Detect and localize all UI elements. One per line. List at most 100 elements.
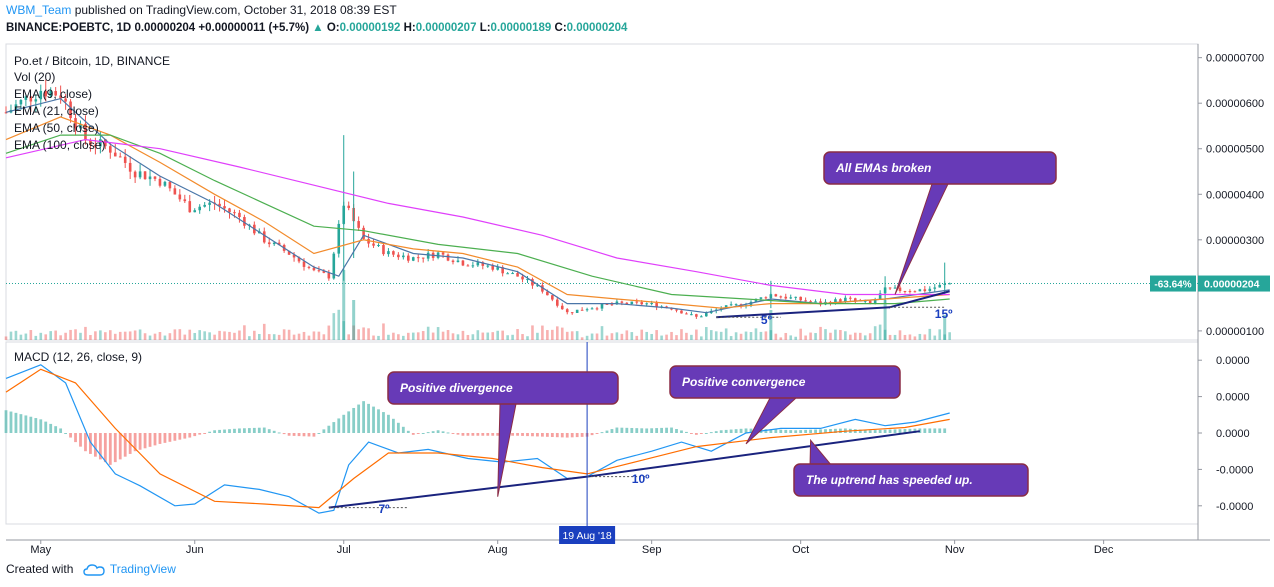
volume-bar (426, 326, 430, 340)
macd-histogram-bar (868, 430, 872, 433)
macd-histogram-bar (819, 429, 822, 433)
volume-bar (24, 333, 28, 340)
volume-bar (89, 335, 92, 340)
candle-body (312, 267, 316, 271)
candle-body (819, 301, 822, 305)
candle-body (461, 260, 465, 266)
candle-body (521, 276, 524, 280)
candle-body (516, 273, 519, 277)
volume-bar (814, 333, 817, 340)
candle-body (416, 257, 420, 259)
macd-histogram-bar (387, 414, 390, 433)
macd-histogram-bar (908, 428, 912, 433)
macd-histogram-bar (625, 427, 629, 433)
macd-histogram-bar (764, 429, 768, 433)
macd-histogram-bar (829, 428, 832, 433)
candle-body (873, 299, 877, 304)
candle-body (898, 287, 902, 291)
macd-histogram-bar (918, 428, 922, 433)
candle-body (223, 206, 226, 209)
volume-bar (600, 326, 604, 340)
volume-bar (585, 335, 589, 340)
volume-bar (69, 329, 72, 340)
callout-convergence: Positive convergence (669, 365, 901, 445)
candle-body (918, 289, 922, 292)
macd-histogram-bar (769, 429, 773, 433)
chart-canvas[interactable]: 0.00000700 0.00000600 0.00000500 0.00000400… (0, 0, 1274, 560)
macd-histogram-bar (630, 427, 634, 433)
volume-bar (898, 330, 902, 340)
macd-histogram-bar (655, 428, 659, 433)
volume-bar (903, 334, 907, 340)
candle-body (228, 208, 231, 213)
volume-bar (794, 336, 797, 340)
open-value: 0.00000192 (339, 22, 401, 34)
volume-bar (362, 327, 365, 340)
candle-body (854, 298, 857, 301)
macd-histogram-bar (238, 428, 241, 433)
volume-bar (928, 328, 932, 340)
macd-histogram-bar (620, 427, 624, 433)
macd-histogram-bar (357, 404, 361, 433)
candle-body (69, 101, 72, 119)
macd-histogram-bar (943, 428, 947, 433)
candle-body (188, 201, 192, 213)
tradingview-brand-link[interactable]: TradingView (109, 562, 176, 576)
candle-body (759, 297, 763, 299)
volume-bar (297, 333, 301, 340)
time-tick-label: Sep (642, 544, 662, 556)
macd-histogram-bar (228, 429, 231, 433)
macd-histogram-bar (446, 432, 450, 434)
macd-histogram-bar (461, 433, 465, 436)
macd-histogram-bar (858, 429, 862, 433)
volume-bar (506, 335, 509, 340)
volume-bar (128, 331, 132, 340)
macd-histogram-bar (377, 409, 380, 433)
candle-body (590, 308, 594, 310)
candle-body (44, 90, 48, 97)
volume-bar (749, 332, 753, 340)
candle-body (685, 313, 688, 315)
price-tick-label: 0.00000400 (1206, 189, 1264, 201)
volume-bar (223, 331, 226, 340)
candle-body (218, 203, 221, 207)
macd-histogram-bar (690, 433, 693, 434)
volume-bar (695, 329, 698, 340)
volume-bar (471, 334, 475, 340)
volume-bar (655, 330, 658, 340)
candle-body (19, 99, 23, 105)
macd-histogram-bar (595, 433, 599, 434)
volume-bar (327, 325, 331, 340)
candle-body (471, 265, 475, 267)
macd-histogram-bar (108, 433, 112, 465)
volume-bar (54, 330, 57, 340)
volume-bar (228, 331, 231, 340)
volume-bar (486, 332, 490, 340)
candle-body (198, 206, 201, 211)
macd-histogram-bar (94, 433, 97, 457)
macd-histogram-bar (734, 429, 738, 433)
volume-bar (79, 332, 82, 340)
callout-divergence-text: Positive divergence (400, 381, 513, 395)
volume-bar (565, 331, 569, 340)
candle-body (600, 303, 604, 309)
candle-body (695, 314, 698, 317)
macd-histogram-bar (123, 433, 127, 457)
macd-histogram-bar (138, 433, 142, 450)
volume-bar (248, 336, 251, 340)
macd-histogram-bar (789, 430, 793, 433)
callout-convergence-box (669, 365, 901, 399)
candle-body (610, 304, 614, 306)
macd-histogram-bar (267, 429, 271, 433)
candle-body (789, 297, 793, 299)
macd-histogram-bar (421, 433, 425, 434)
macd-histogram-bar (560, 433, 564, 438)
candle-body (34, 99, 38, 102)
macd-histogram-bar (739, 428, 743, 433)
author-link[interactable]: WBM_Team (6, 3, 72, 17)
macd-histogram-bar (282, 433, 286, 435)
macd-histogram-bar (635, 428, 639, 433)
volume-bar (347, 334, 350, 340)
volume-bar (416, 332, 420, 340)
callout-convergence-text: Positive convergence (682, 375, 806, 389)
